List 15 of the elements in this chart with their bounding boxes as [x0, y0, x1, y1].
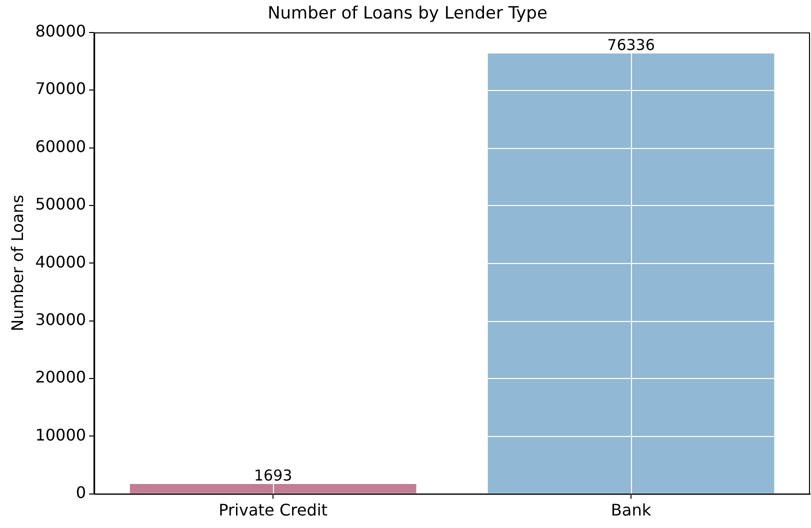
y-tick-label: 80000	[35, 22, 86, 41]
y-tick-label: 70000	[35, 79, 86, 98]
x-tick-label: Bank	[610, 500, 652, 520]
y-tick-label: 0	[76, 482, 86, 502]
y-tick-label: 50000	[35, 194, 86, 214]
y-tick-label: 60000	[35, 136, 86, 156]
y-tick-label: 30000	[35, 310, 86, 329]
data-label: 1693	[254, 466, 292, 484]
x-tick-label: Private Credit	[218, 500, 328, 520]
chart-title: Number of Loans by Lender Type	[268, 4, 548, 24]
y-tick-label: 10000	[35, 425, 86, 444]
y-axis-title: Number of Loans	[8, 194, 27, 332]
data-label: 76336	[607, 36, 655, 54]
y-tick-label: 40000	[35, 252, 86, 272]
y-tick-label: 20000	[35, 368, 86, 387]
